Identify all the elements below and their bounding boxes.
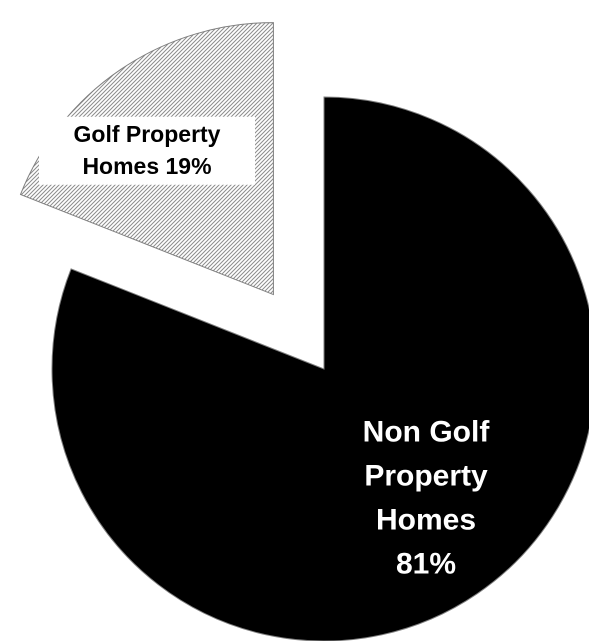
- pie-slices: [19, 22, 589, 641]
- pie-label-line: Homes 19%: [82, 153, 211, 179]
- pie-label-golf-property-homes: Golf Property Homes 19%: [74, 121, 221, 179]
- pie-label-line: 81%: [396, 548, 456, 581]
- pie-label-line: Golf Property: [74, 121, 221, 147]
- pie-label-line: Homes: [376, 504, 476, 537]
- pie-labels: Non Golf Property Homes 81% Golf Property Hom…: [39, 116, 491, 581]
- pie-label-line: Property: [364, 460, 488, 493]
- pie-label-non-golf-property-homes: Non Golf Property Homes 81%: [363, 416, 491, 581]
- pie-label-line: Non Golf: [363, 416, 491, 449]
- pie-slice-non-golf-property-homes: [51, 96, 589, 641]
- pie-label-background: [39, 116, 255, 185]
